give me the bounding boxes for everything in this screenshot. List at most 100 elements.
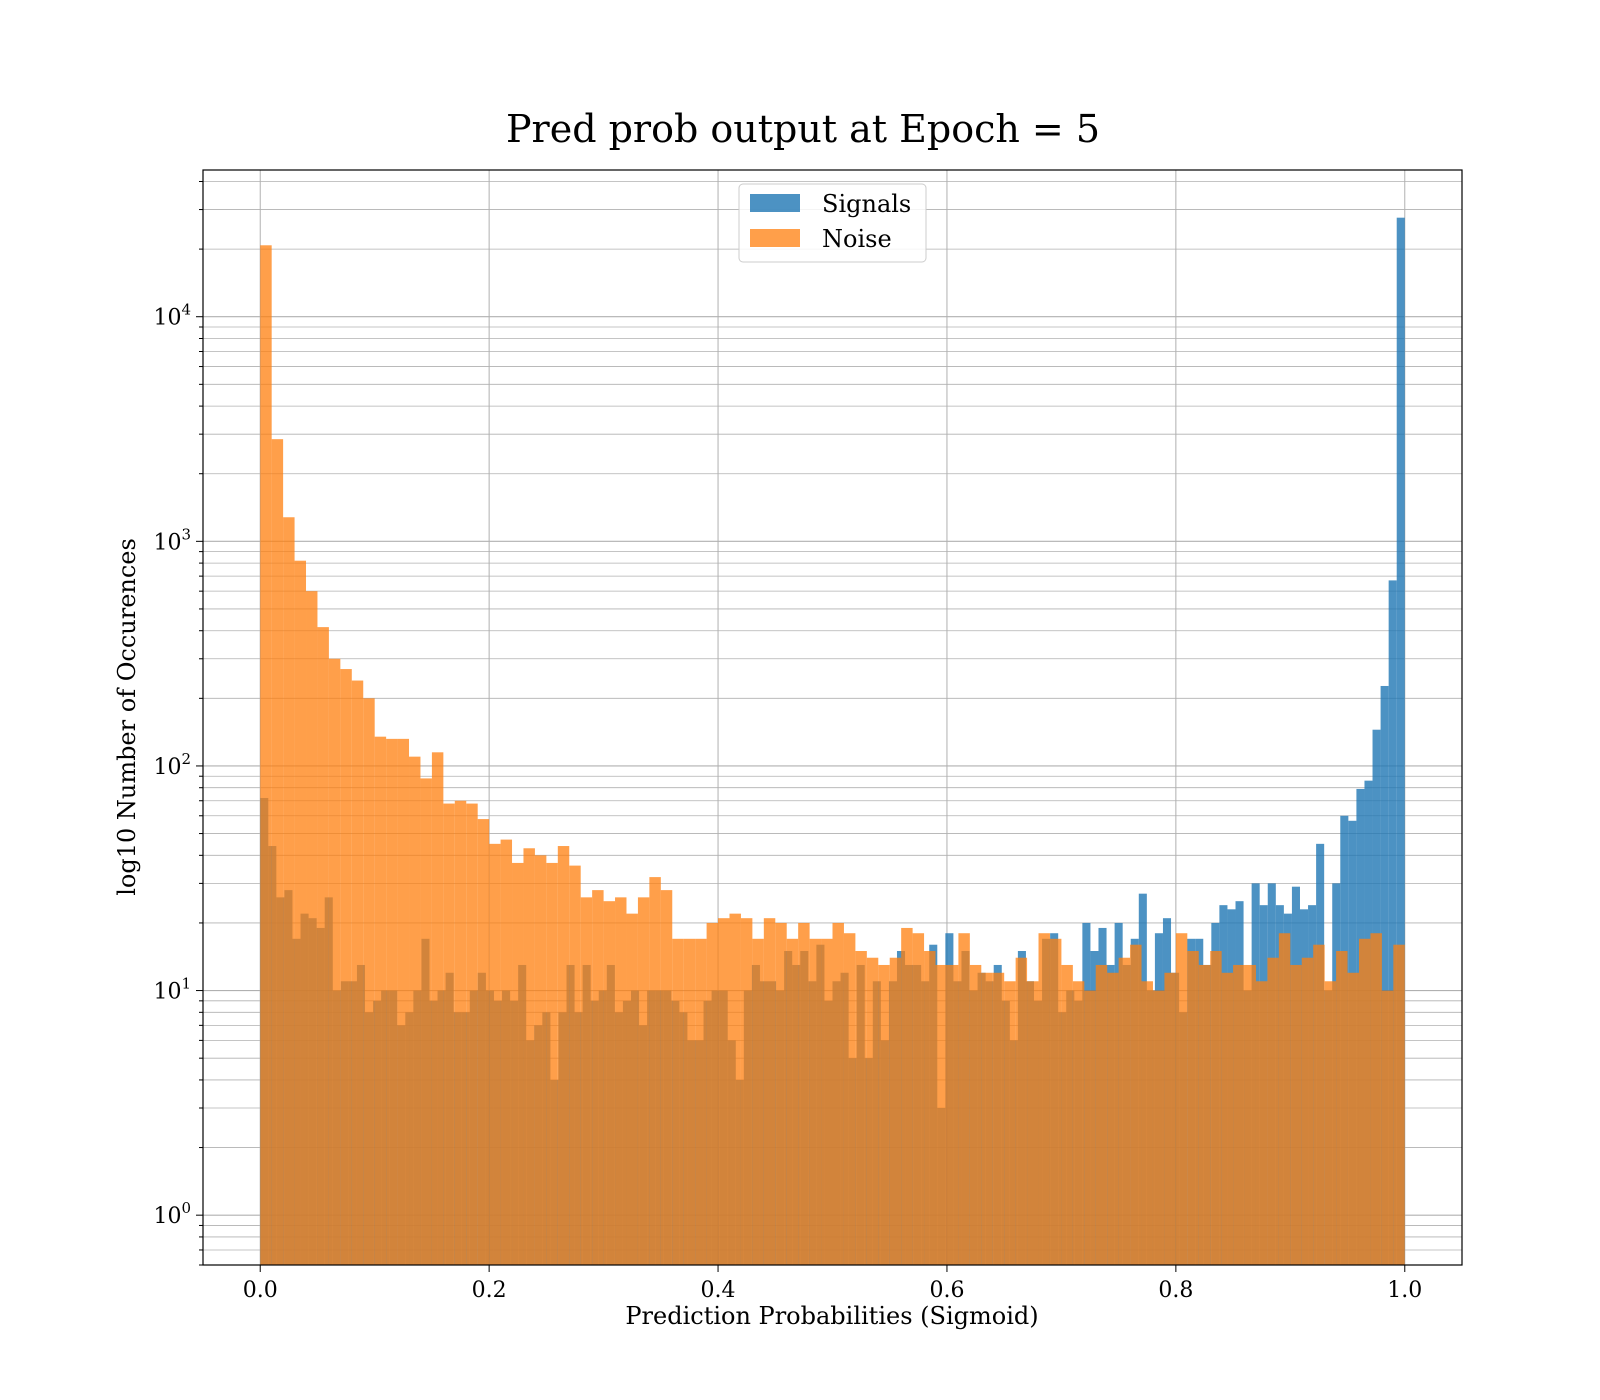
noise-bar [1393, 944, 1405, 1265]
y-axis-ticks: 100 101 102 103 104 [153, 180, 203, 1266]
noise-bar [1198, 964, 1211, 1265]
noise-bar [397, 738, 410, 1265]
noise-bar [1244, 964, 1256, 1265]
noise-bar [946, 964, 959, 1265]
noise-bar [260, 245, 272, 1266]
noise-bar [328, 658, 341, 1265]
noise-bar [786, 938, 799, 1265]
noise-bar [374, 736, 387, 1265]
noise-bar [294, 560, 307, 1265]
noise-bar [649, 877, 661, 1265]
noise-bar [409, 756, 421, 1265]
noise-bar [523, 848, 535, 1265]
noise-bar [729, 913, 741, 1265]
noise-bar [1267, 957, 1279, 1265]
legend: Signals Noise [738, 183, 927, 263]
signals-bar [1380, 685, 1389, 1265]
noise-bar [775, 922, 787, 1265]
legend-label-noise: Noise [822, 225, 892, 253]
legend-swatch-noise [750, 229, 800, 247]
noise-bar [1278, 933, 1291, 1265]
noise-bar [512, 862, 524, 1265]
x-axis-ticks: 0.0 0.2 0.4 0.6 0.8 1.0 [243, 1265, 1422, 1303]
noise-bar [1381, 990, 1394, 1265]
x-tick-label: 0.2 [472, 1278, 507, 1303]
noise-bar [740, 918, 753, 1265]
noise-bar [443, 803, 455, 1265]
noise-bar [477, 819, 490, 1265]
x-tick-label: 1.0 [1387, 1278, 1422, 1303]
noise-bar [1152, 990, 1165, 1265]
noise-bar [637, 897, 650, 1265]
legend-swatch-signals [750, 194, 800, 212]
noise-bar [1221, 972, 1234, 1265]
noise-bar [969, 964, 982, 1265]
noise-bar [1336, 951, 1348, 1265]
noise-bar [1313, 944, 1325, 1265]
noise-bar [924, 951, 936, 1265]
noise-bar [1210, 951, 1222, 1265]
noise-bar [1347, 972, 1359, 1265]
histogram-bars [260, 217, 1405, 1266]
signals-bar [1388, 580, 1397, 1265]
noise-bar [534, 855, 547, 1265]
noise-bar [317, 627, 329, 1265]
noise-bar [752, 938, 764, 1265]
noise-bar [1084, 990, 1096, 1265]
noise-bar [992, 972, 1005, 1265]
noise-bar [1175, 933, 1188, 1265]
noise-bar [489, 843, 501, 1265]
noise-bar [340, 669, 352, 1265]
noise-bar [695, 938, 707, 1265]
y-tick-label: 104 [153, 301, 191, 331]
noise-bar [306, 591, 318, 1265]
noise-bar [866, 957, 879, 1265]
noise-bar [363, 698, 375, 1265]
noise-bar [855, 951, 867, 1265]
noise-bar [683, 938, 696, 1265]
noise-bar [466, 803, 478, 1265]
noise-bar [1027, 981, 1039, 1265]
noise-bar [386, 738, 398, 1265]
noise-bar [809, 938, 822, 1265]
noise-bar [1038, 933, 1050, 1265]
noise-bar [1370, 933, 1382, 1265]
x-axis-label: Prediction Probabilities (Sigmoid) [625, 1302, 1038, 1330]
noise-bar [958, 933, 970, 1265]
noise-bar [580, 897, 593, 1265]
legend-label-signals: Signals [822, 190, 911, 218]
noise-bar [557, 846, 570, 1265]
x-tick-label: 0.6 [929, 1278, 964, 1303]
noise-bar [1301, 957, 1314, 1265]
y-tick-label: 103 [153, 525, 191, 555]
noise-bar [454, 800, 467, 1265]
noise-bar [1187, 951, 1199, 1265]
noise-bar [1233, 964, 1245, 1265]
noise-bar [500, 839, 513, 1265]
noise-bar [935, 964, 947, 1265]
y-axis-label: log10 Number of Occurences [113, 538, 141, 896]
noise-bar [1107, 972, 1119, 1265]
noise-bar [718, 918, 730, 1265]
noise-bar [843, 933, 856, 1265]
noise-bar [569, 865, 581, 1265]
noise-bar [1049, 938, 1062, 1265]
noise-bar [912, 933, 925, 1265]
noise-bar [1358, 938, 1371, 1265]
noise-bar [615, 897, 627, 1265]
noise-bar [603, 901, 616, 1265]
x-tick-label: 0.0 [243, 1278, 278, 1303]
y-tick-label: 102 [153, 750, 191, 780]
x-tick-label: 0.4 [701, 1278, 736, 1303]
noise-bar [1061, 964, 1073, 1265]
noise-bar [672, 938, 684, 1265]
noise-bar [1072, 981, 1085, 1265]
noise-bar [889, 957, 902, 1265]
noise-bar [431, 752, 444, 1265]
noise-bar [706, 922, 719, 1265]
y-tick-label: 101 [153, 975, 191, 1005]
x-tick-label: 0.8 [1158, 1278, 1193, 1303]
plot-frame [202, 169, 1463, 1266]
chart-title: Pred prob output at Epoch = 5 [506, 107, 1100, 151]
noise-bar [821, 938, 833, 1265]
